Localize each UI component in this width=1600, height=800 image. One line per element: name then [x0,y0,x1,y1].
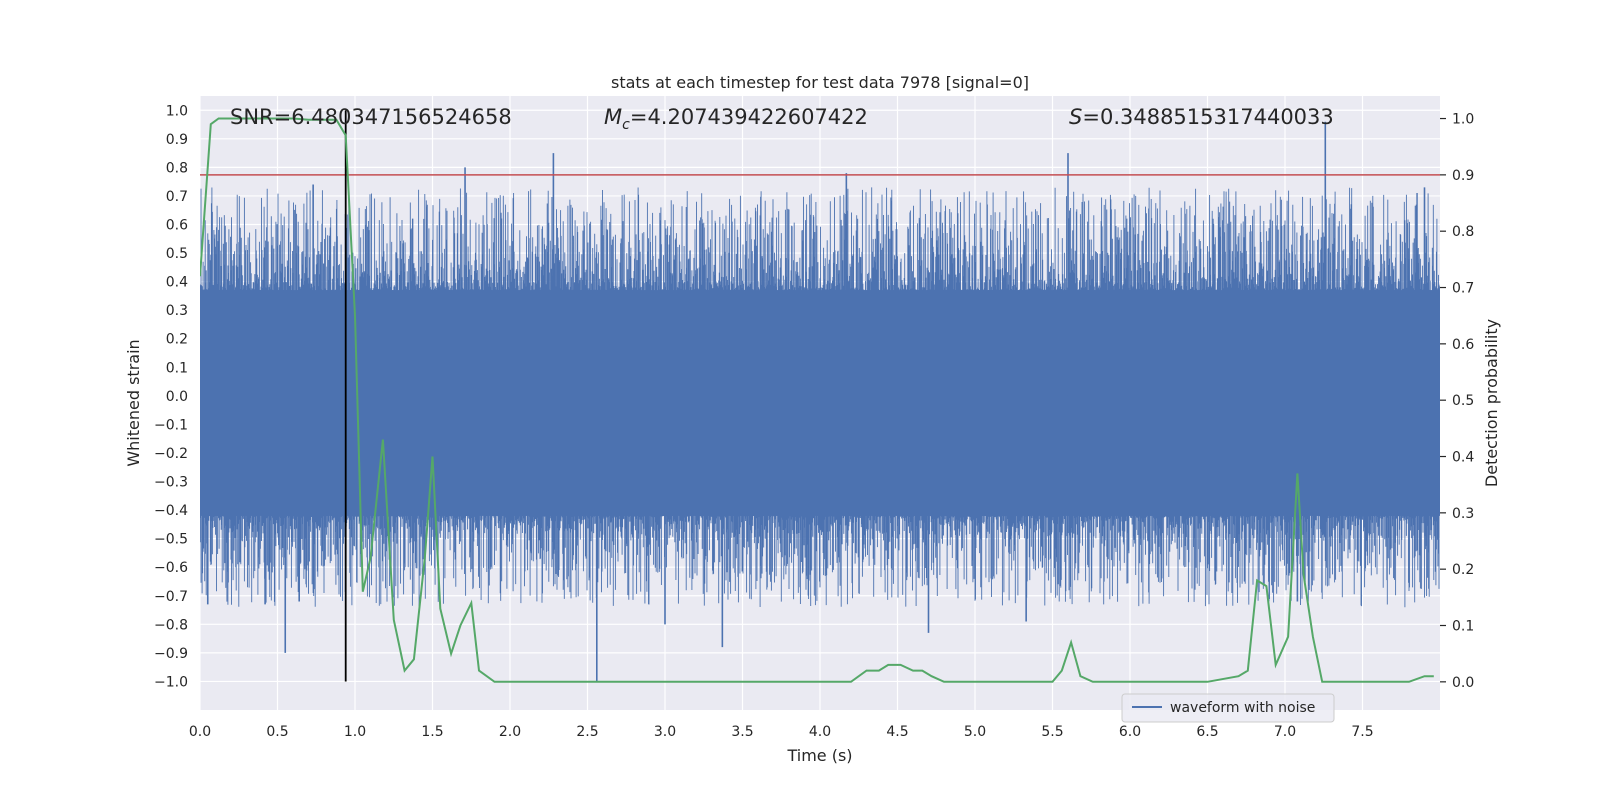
y-tick-label: 0.4 [166,275,188,291]
legend: waveform with noise [1121,693,1335,723]
x-tick-label: 0.0 [189,724,211,740]
y-tick-label: −1.0 [154,674,188,690]
y2-tick-label: 0.7 [1452,281,1474,297]
y-tick-label: −0.3 [154,475,188,491]
y-tick-label: 1.0 [166,103,188,119]
x-tick-label: 0.5 [266,724,288,740]
x-tick-label: 1.0 [344,724,366,740]
y-tick-label: −0.8 [154,617,188,633]
x-tick-label: 5.0 [964,724,986,740]
y2-tick-label: 0.4 [1452,450,1474,466]
y2-tick-label: 0.5 [1452,393,1474,409]
y-tick-label: 0.2 [166,332,188,348]
y-tick-label: −0.6 [154,560,188,576]
x-tick-label: 7.0 [1274,724,1296,740]
s-annotation: S=0.3488515317440033 [1069,105,1334,129]
y2-tick-label: 0.8 [1452,224,1474,240]
y2-tick-label: 0.1 [1452,619,1474,635]
y2-tick-label: 1.0 [1452,112,1474,128]
y2-tick-label: 0.0 [1452,675,1474,691]
x-tick-label: 4.0 [809,724,831,740]
y-tick-label: −0.9 [154,646,188,662]
y-tick-label: −0.4 [154,503,188,519]
chart-title: stats at each timestep for test data 797… [611,73,1029,92]
s-value: 0.3488515317440033 [1100,105,1334,129]
x-tick-label: 5.5 [1041,724,1063,740]
y2-axis-label: Detection probability [1482,319,1501,487]
y2-tick-label: 0.9 [1452,168,1474,184]
y2-tick-label: 0.3 [1452,506,1474,522]
y-tick-label: 0.3 [166,303,188,319]
y-axis-label: Whitened strain [124,339,143,466]
x-tick-label: 2.5 [576,724,598,740]
y-tick-label: −0.1 [154,417,188,433]
chirp-mass-annotation: Mc=4.207439422607422 [604,105,868,133]
y-tick-label: 0.6 [166,218,188,234]
x-tick-label: 4.5 [886,724,908,740]
x-tick-label: 2.0 [499,724,521,740]
x-tick-label: 3.0 [654,724,676,740]
x-tick-label: 1.5 [421,724,443,740]
y2-tick-label: 0.6 [1452,337,1474,353]
y-tick-label: −0.5 [154,532,188,548]
y2-tick-label: 0.2 [1452,562,1474,578]
chirp-mass-value: 4.207439422607422 [647,105,867,129]
chirp-mass-subscript: c [622,117,630,133]
chirp-mass-symbol: M [604,105,622,129]
y-tick-label: 0.5 [166,246,188,262]
legend-waveform-label: waveform with noise [1170,700,1315,716]
y-tick-label: 0.8 [166,160,188,176]
x-tick-label: 3.5 [731,724,753,740]
y-tick-label: 0.7 [166,189,188,205]
detection-probability-line [200,117,1434,683]
x-tick-label: 6.0 [1119,724,1141,740]
x-tick-label: 6.5 [1196,724,1218,740]
x-tick-label: 7.5 [1351,724,1373,740]
y-tick-label: 0.0 [166,389,188,405]
x-axis-label: Time (s) [786,746,852,765]
y-tick-label: −0.7 [154,589,188,605]
y-tick-label: 0.9 [166,132,188,148]
y-tick-label: 0.1 [166,360,188,376]
s-symbol: S [1069,105,1082,129]
snr-annotation: SNR=6.480347156524658 [230,105,512,129]
y-tick-label: −0.2 [154,446,188,462]
